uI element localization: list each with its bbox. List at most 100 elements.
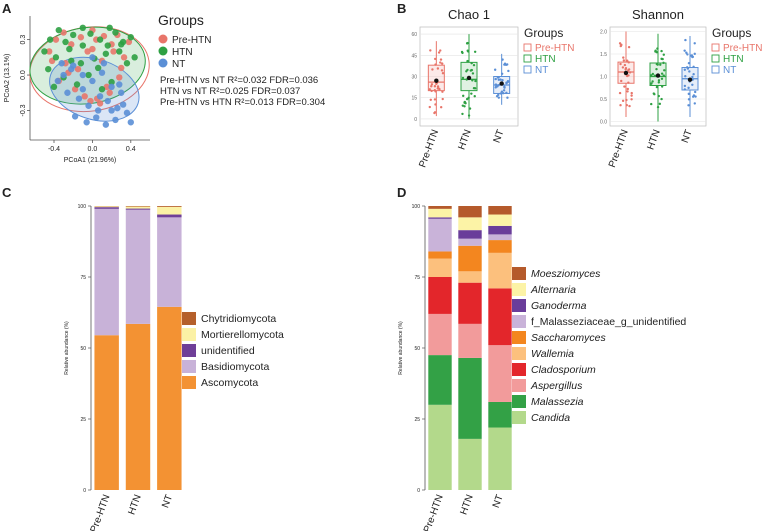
jitter-point xyxy=(628,71,632,74)
bar-segment xyxy=(488,345,512,402)
jitter-point xyxy=(465,97,469,101)
jitter-point xyxy=(473,87,477,90)
y-axis-label: PCoA2 (13.1%) xyxy=(4,54,11,103)
jitter-point xyxy=(656,47,659,50)
jitter-point xyxy=(461,104,465,107)
bar-segment xyxy=(428,313,452,356)
jitter-point xyxy=(441,90,444,93)
bar-segment xyxy=(428,218,452,252)
jitter-point xyxy=(434,63,437,66)
jitter-point xyxy=(467,114,471,117)
y-tick-label: 15 xyxy=(411,96,417,102)
data-point xyxy=(118,41,125,48)
jitter-point xyxy=(437,51,441,54)
jitter-point xyxy=(621,99,625,103)
jitter-point xyxy=(619,62,622,66)
stats-annotation: Pre-HTN vs NT R²=0.032 FDR=0.036 xyxy=(160,75,318,86)
jitter-point xyxy=(659,63,662,66)
jitter-point xyxy=(655,85,659,89)
legend-swatch xyxy=(512,315,526,328)
jitter-point xyxy=(693,42,696,45)
jitter-point xyxy=(503,86,506,89)
jitter-point xyxy=(439,58,443,61)
legend-label: NT xyxy=(535,65,548,76)
data-point xyxy=(79,71,87,79)
mean-marker xyxy=(499,81,504,86)
jitter-point xyxy=(499,92,503,95)
jitter-point xyxy=(439,61,442,64)
mean-marker xyxy=(466,75,472,81)
data-point xyxy=(131,54,138,61)
jitter-point xyxy=(431,68,434,71)
bar-segment xyxy=(458,357,482,439)
jitter-point xyxy=(687,98,691,101)
jitter-point xyxy=(663,69,666,72)
data-point xyxy=(41,48,48,55)
data-point xyxy=(116,74,123,81)
x-tick-label: -0.4 xyxy=(48,146,60,153)
panel-label-a: A xyxy=(2,1,12,16)
jitter-point xyxy=(506,80,510,83)
data-point xyxy=(106,24,113,32)
x-tick-label: HTN xyxy=(458,493,475,516)
data-point xyxy=(84,48,91,55)
data-point xyxy=(96,93,104,100)
x-tick-label: Pre-HTN xyxy=(417,128,441,169)
jitter-point xyxy=(627,45,631,49)
data-point xyxy=(79,42,87,49)
y-tick-label: 2.0 xyxy=(600,30,607,36)
legend-label: Ascomycota xyxy=(201,377,258,389)
jitter-point xyxy=(505,91,508,95)
bar-segment xyxy=(488,240,512,253)
mean-marker xyxy=(687,77,693,82)
legend-marker xyxy=(711,54,720,63)
data-point xyxy=(94,64,102,72)
data-point xyxy=(116,48,123,55)
x-tick-label: Pre-HTN xyxy=(607,128,631,169)
data-point xyxy=(71,113,79,120)
data-point xyxy=(75,95,83,102)
jitter-point xyxy=(469,69,472,72)
jitter-point xyxy=(660,77,664,80)
bar-segment xyxy=(428,251,452,259)
legend-label: Cladosporium xyxy=(531,364,596,376)
jitter-point xyxy=(462,94,465,98)
data-point xyxy=(79,24,87,32)
data-point xyxy=(104,97,111,105)
data-point xyxy=(46,48,53,55)
legend-label: Basidiomycota xyxy=(201,361,269,373)
jitter-point xyxy=(630,98,633,101)
data-point xyxy=(112,29,119,36)
data-point xyxy=(119,101,127,108)
jitter-point xyxy=(684,38,687,42)
jitter-point xyxy=(430,89,433,93)
bar-segment xyxy=(458,282,482,324)
jitter-point xyxy=(496,85,499,88)
panel-label-d: D xyxy=(397,185,406,200)
jitter-point xyxy=(494,77,497,81)
x-tick-label: NT xyxy=(492,128,507,144)
y-tick-label: 25 xyxy=(80,417,86,423)
y-tick-label: 0.0 xyxy=(600,120,607,126)
jitter-point xyxy=(494,83,498,86)
jitter-point xyxy=(687,86,690,90)
jitter-point xyxy=(502,92,505,95)
legend-swatch xyxy=(512,363,526,376)
jitter-point xyxy=(656,105,660,109)
legend-swatch xyxy=(182,312,196,325)
bar-segment xyxy=(458,438,482,490)
jitter-point xyxy=(626,90,629,93)
data-point xyxy=(52,36,60,43)
y-tick-label: 50 xyxy=(80,346,86,352)
data-point xyxy=(112,116,119,124)
y-tick-label: 45 xyxy=(411,53,417,59)
legend-label: Alternaria xyxy=(530,284,576,296)
data-point xyxy=(85,71,92,79)
data-point xyxy=(102,50,110,57)
jitter-point xyxy=(693,102,696,105)
data-point xyxy=(103,83,111,91)
jitter-point xyxy=(430,83,434,86)
jitter-point xyxy=(657,94,660,98)
data-point xyxy=(89,54,96,61)
jitter-point xyxy=(440,69,444,72)
